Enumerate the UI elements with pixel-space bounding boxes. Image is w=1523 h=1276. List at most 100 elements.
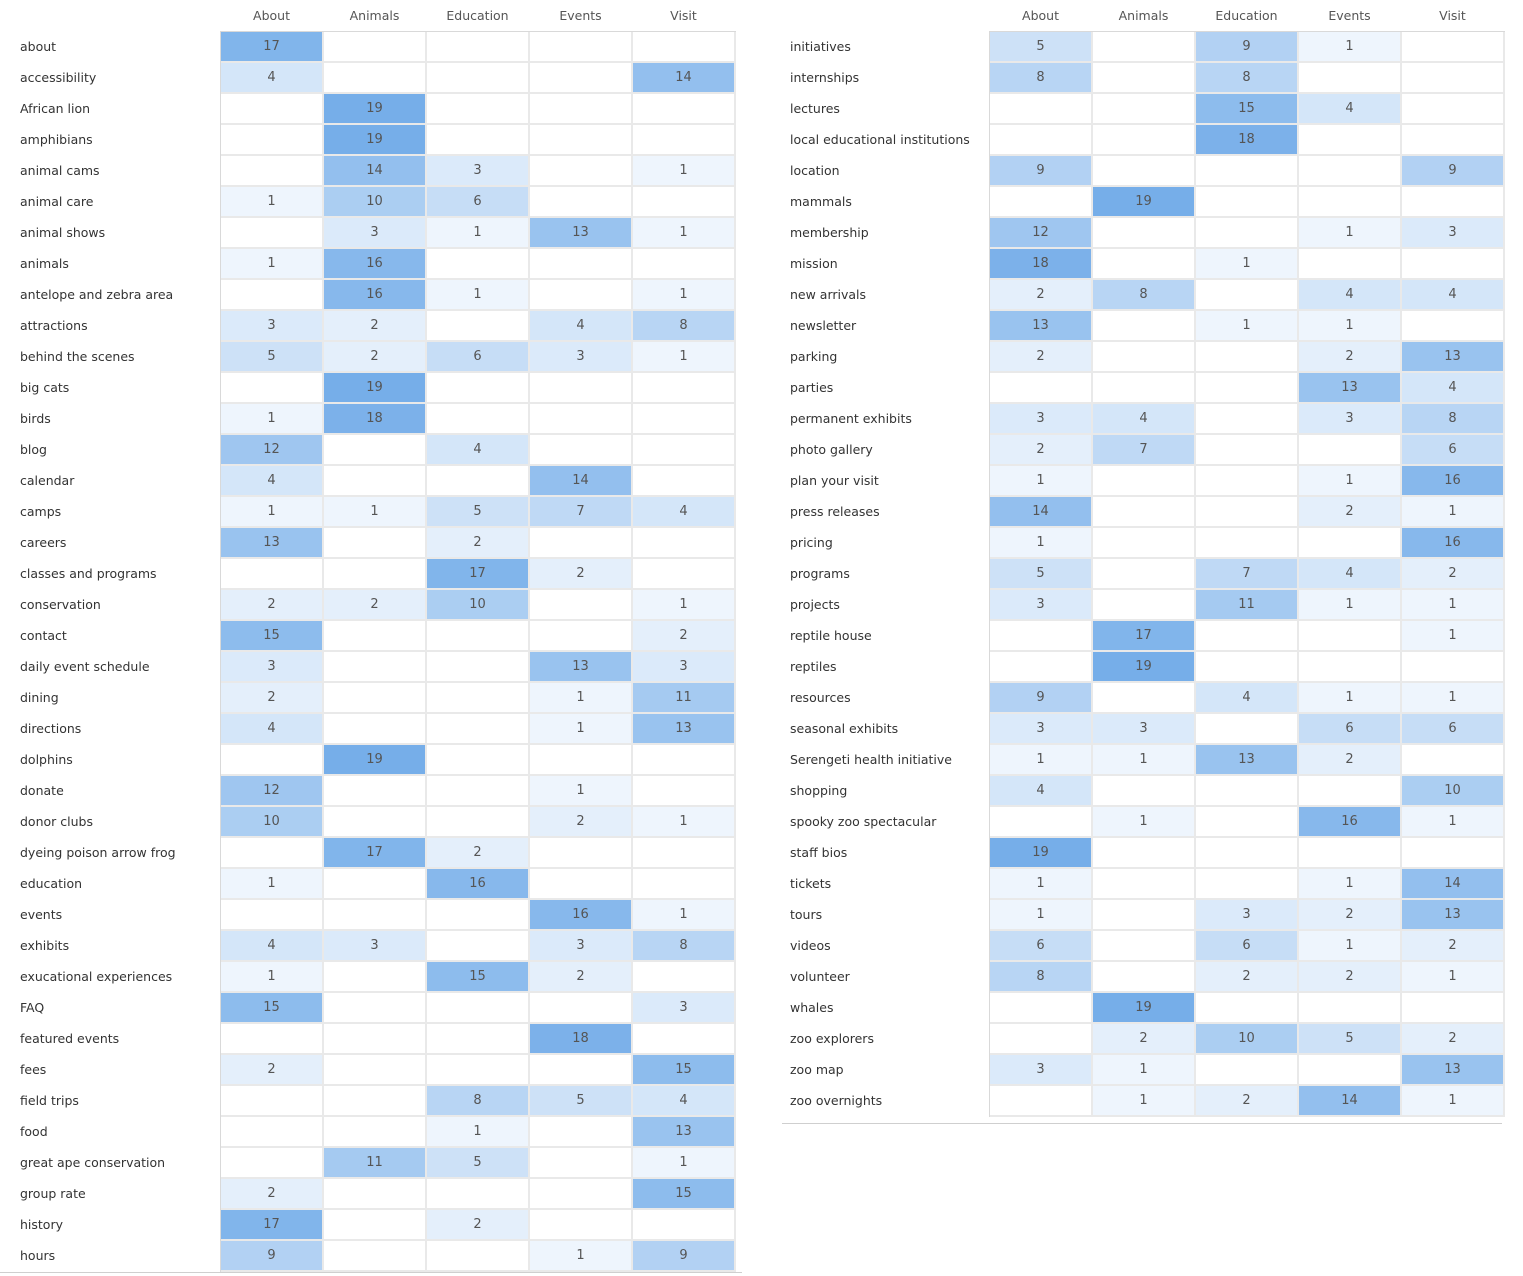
heatmap-cell: 8 [990, 63, 1093, 94]
heatmap-cell [427, 776, 530, 807]
heatmap-cell [633, 435, 736, 466]
heatmap-cell: 11 [324, 1148, 427, 1179]
heatmap-cell: 2 [221, 1055, 324, 1086]
heatmap-cell [1093, 528, 1196, 559]
heatmap-cell [1299, 776, 1402, 807]
heatmap-cell [1093, 869, 1196, 900]
heatmap-cell: 1 [633, 218, 736, 249]
heatmap-cell: 1 [1299, 218, 1402, 249]
heatmap-cell: 1 [990, 745, 1093, 776]
heatmap-cell: 4 [633, 1086, 736, 1117]
heatmap-cell [530, 280, 633, 311]
row-label: accessibility [20, 70, 97, 85]
heatmap-cell: 10 [1402, 776, 1505, 807]
heatmap-cell: 19 [324, 125, 427, 156]
heatmap-cell: 5 [530, 1086, 633, 1117]
heatmap-cell: 3 [1299, 404, 1402, 435]
column-header: About [1022, 8, 1059, 23]
heatmap-cell: 19 [990, 838, 1093, 869]
heatmap-cell: 17 [221, 1210, 324, 1241]
heatmap-cell [530, 404, 633, 435]
heatmap-cell: 19 [1093, 652, 1196, 683]
row-label: great ape conservation [20, 1155, 166, 1170]
heatmap-grid: 17 4 14 19 19 14 3 1 1 10 6 3 1 13 1 1 16 16 1 1 3 2 4 8 5 2 6 3 1 19… [220, 31, 736, 1272]
heatmap-cell: 4 [1402, 373, 1505, 404]
heatmap-cell: 13 [633, 1117, 736, 1148]
heatmap-cell [427, 652, 530, 683]
heatmap-cell [324, 1086, 427, 1117]
heatmap-cell: 4 [1299, 559, 1402, 590]
heatmap-cell: 1 [1093, 1086, 1196, 1117]
heatmap-cell: 19 [324, 745, 427, 776]
heatmap-cell [990, 807, 1093, 838]
heatmap-cell: 15 [633, 1179, 736, 1210]
heatmap-cell [1299, 63, 1402, 94]
column-header: Events [559, 8, 602, 23]
heatmap-cell: 13 [633, 714, 736, 745]
heatmap-cell: 2 [1093, 1024, 1196, 1055]
row-label: tickets [790, 876, 832, 891]
heatmap-cell [427, 249, 530, 280]
heatmap-cell [530, 125, 633, 156]
heatmap-cell: 16 [1299, 807, 1402, 838]
row-label: location [790, 163, 840, 178]
heatmap-cell [427, 1024, 530, 1055]
heatmap-cell: 13 [1402, 900, 1505, 931]
row-label: careers [20, 535, 67, 550]
column-header: Education [446, 8, 509, 23]
heatmap-cell [1196, 869, 1299, 900]
heatmap-cell [1299, 528, 1402, 559]
heatmap-cell: 4 [1196, 683, 1299, 714]
heatmap-cell [530, 838, 633, 869]
row-label: zoo map [790, 1062, 844, 1077]
heatmap-cell [1196, 776, 1299, 807]
heatmap-cell [530, 1055, 633, 1086]
heatmap-cell: 15 [221, 993, 324, 1024]
heatmap-cell: 13 [1402, 1055, 1505, 1086]
heatmap-cell: 4 [1093, 404, 1196, 435]
heatmap-cell: 18 [530, 1024, 633, 1055]
heatmap-cell [633, 838, 736, 869]
row-label: mission [790, 256, 838, 271]
heatmap-cell: 3 [990, 1055, 1093, 1086]
column-header: Events [1328, 8, 1371, 23]
heatmap-cell: 19 [324, 373, 427, 404]
heatmap-cell [221, 1148, 324, 1179]
row-label: food [20, 1124, 48, 1139]
heatmap-cell: 1 [1402, 497, 1505, 528]
row-label: antelope and zebra area [20, 287, 174, 302]
row-label: reptile house [790, 628, 872, 643]
heatmap-cell [1196, 404, 1299, 435]
heatmap-cell [324, 900, 427, 931]
row-label: whales [790, 1000, 834, 1015]
heatmap-cell: 3 [633, 993, 736, 1024]
row-label: parties [790, 380, 834, 395]
heatmap-cell: 6 [1299, 714, 1402, 745]
heatmap-cell: 12 [221, 776, 324, 807]
heatmap-cell [1402, 125, 1505, 156]
heatmap-cell [1093, 63, 1196, 94]
heatmap-cell: 1 [633, 280, 736, 311]
heatmap-cell: 14 [1299, 1086, 1402, 1117]
row-label: birds [20, 411, 51, 426]
heatmap-cell: 2 [1299, 745, 1402, 776]
heatmap-cell [221, 900, 324, 931]
heatmap-cell [324, 32, 427, 63]
heatmap-grid: 5 9 1 8 8 15 4 18 9 9 19 12 1 3 18 1 2 8 4 4 13 1 1 2 2 13 13 4 3 4 3 8… [989, 31, 1505, 1117]
heatmap-cell: 13 [1402, 342, 1505, 373]
heatmap-cell [427, 1055, 530, 1086]
heatmap-cell: 1 [1299, 466, 1402, 497]
heatmap-cell [633, 745, 736, 776]
row-label: Serengeti health initiative [790, 752, 952, 767]
heatmap-cell [1299, 838, 1402, 869]
heatmap-cell: 15 [633, 1055, 736, 1086]
heatmap-cell: 3 [324, 218, 427, 249]
row-label: seasonal exhibits [790, 721, 899, 736]
heatmap-cell [324, 1024, 427, 1055]
heatmap-cell: 6 [1402, 435, 1505, 466]
heatmap-cell [633, 962, 736, 993]
heatmap-cell: 17 [427, 559, 530, 590]
heatmap-cell: 1 [427, 280, 530, 311]
heatmap-cell [324, 652, 427, 683]
heatmap-cell [324, 993, 427, 1024]
